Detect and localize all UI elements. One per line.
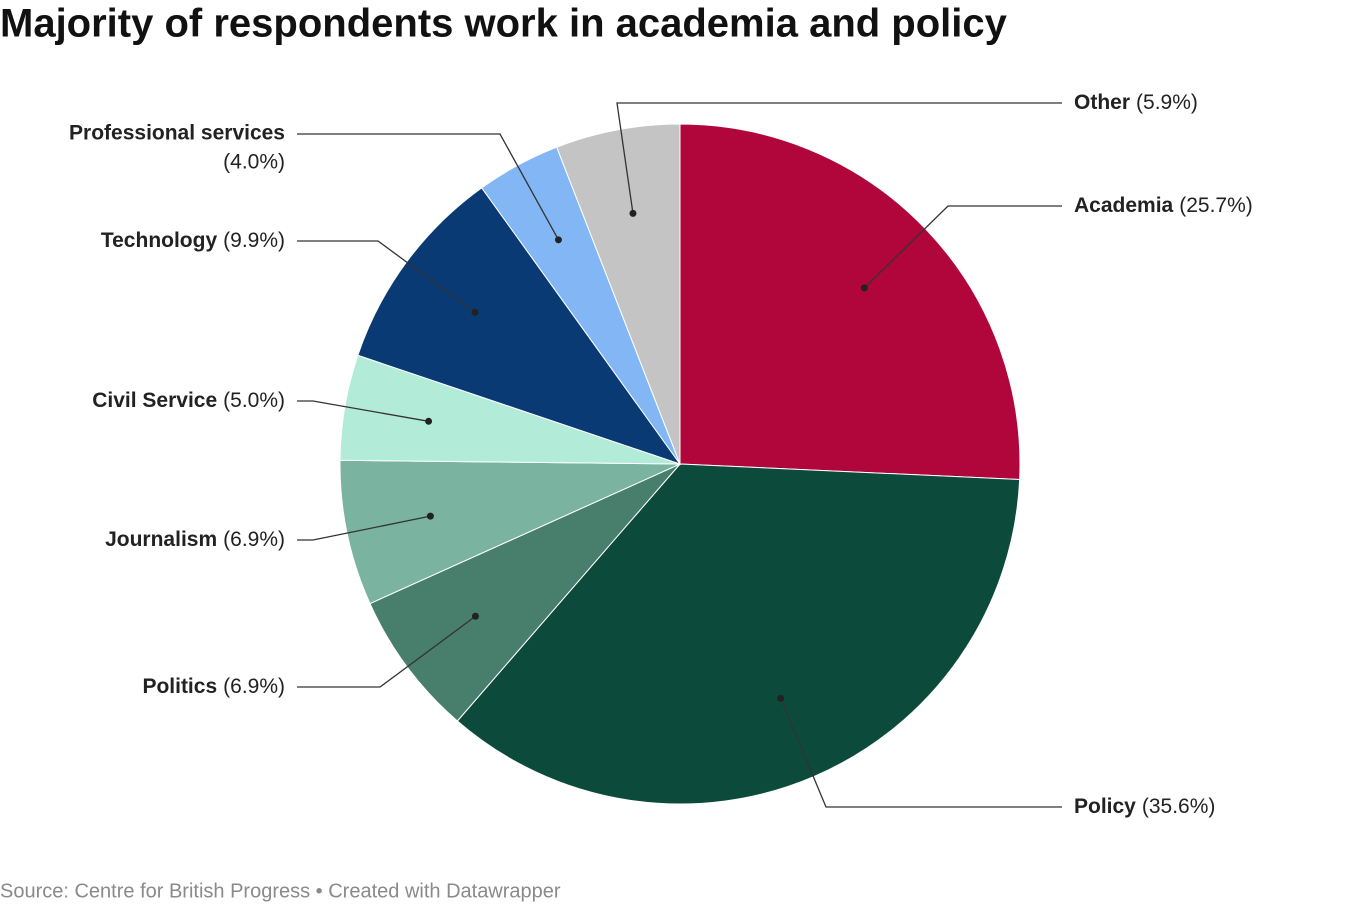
- pie-slice: [679, 123, 1021, 481]
- slice-value-label: (5.9%): [1136, 91, 1198, 114]
- slice-label: Professional services: [69, 122, 285, 145]
- leader-dot: [425, 417, 433, 425]
- leader-line: [780, 698, 1062, 808]
- slice-label: Civil Service: [92, 389, 217, 412]
- slice-value-label: (6.9%): [223, 675, 285, 698]
- source-note: Source: Centre for British Progress • Cr…: [0, 880, 561, 902]
- slice-label: Policy: [1074, 795, 1136, 818]
- slice-value-label: (35.6%): [1142, 795, 1216, 818]
- slice-label-group: Technology (9.9%): [101, 229, 285, 252]
- slice-label: Academia: [1074, 194, 1174, 217]
- slice-value-label: (9.9%): [223, 229, 285, 252]
- leader-line: [297, 400, 429, 422]
- leader-dot: [629, 209, 637, 217]
- slice-label-group: Civil Service (5.0%): [92, 389, 285, 412]
- slice-value-label: (4.0%): [223, 151, 285, 174]
- leader-dot: [471, 308, 479, 316]
- leader-line: [297, 133, 560, 241]
- slice-label: Technology: [101, 229, 218, 252]
- leader-line: [863, 205, 1062, 289]
- leader-dot: [860, 284, 868, 292]
- slice-label-group: Academia (25.7%): [1074, 194, 1253, 217]
- leader-dot: [554, 236, 562, 244]
- chart-title: Majority of respondents work in academia…: [0, 2, 1008, 46]
- leader-line: [297, 240, 476, 313]
- pie-slice: [456, 463, 1021, 805]
- slice-label: Other: [1074, 91, 1130, 114]
- leader-line: [297, 615, 476, 688]
- leader-line: [297, 515, 431, 541]
- leader-line: [616, 102, 1062, 214]
- slice-value-label: (5.0%): [223, 389, 285, 412]
- leader-dot: [471, 612, 479, 620]
- leader-dot: [426, 512, 434, 520]
- slice-label: Politics: [142, 675, 217, 698]
- slice-label-group: Other (5.9%): [1074, 91, 1198, 114]
- slice-value-label: (25.7%): [1179, 194, 1253, 217]
- slice-value-label: (6.9%): [223, 528, 285, 551]
- slice-label: Journalism: [105, 528, 217, 551]
- leader-dot: [777, 694, 785, 702]
- slice-label-group: Journalism (6.9%): [105, 528, 285, 551]
- slice-label-group: Politics (6.9%): [142, 675, 285, 698]
- slice-label-group: Policy (35.6%): [1074, 795, 1215, 818]
- pie-slice: [556, 123, 681, 465]
